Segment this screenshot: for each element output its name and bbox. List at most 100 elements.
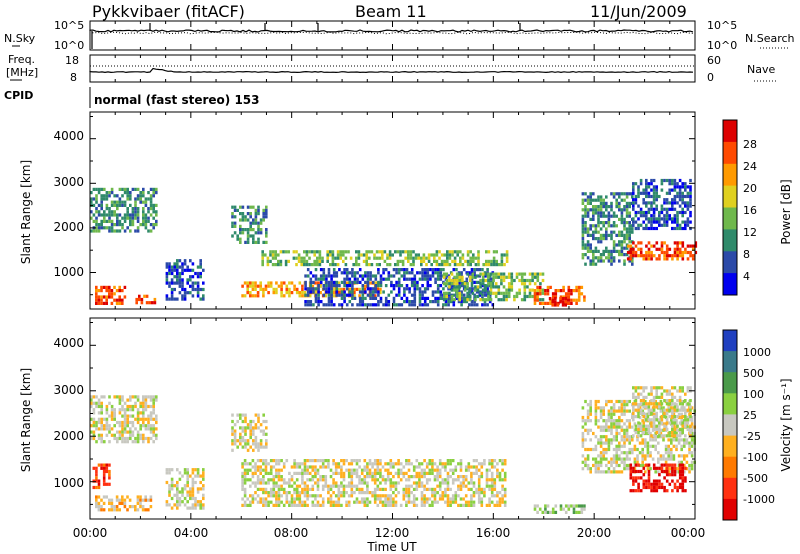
velocity-cell: [634, 476, 638, 480]
velocity-cell: [347, 494, 351, 498]
power-cell: [168, 268, 171, 272]
power-cell: [254, 281, 257, 285]
power-cell: [477, 250, 480, 254]
power-cell: [129, 216, 132, 220]
power-cell: [105, 289, 108, 293]
power-cell: [554, 289, 558, 293]
velocity-cell: [306, 465, 309, 469]
velocity-cell: [314, 475, 317, 479]
velocity-cell: [663, 389, 666, 393]
velocity-cell: [412, 503, 416, 507]
power-cell: [602, 201, 605, 205]
velocity-cell: [324, 484, 328, 488]
velocity-cell: [632, 392, 635, 396]
power-cell: [319, 268, 323, 272]
velocity-cell: [642, 405, 645, 409]
power-cell: [348, 290, 352, 294]
power-cell: [618, 201, 621, 205]
velocity-cell: [644, 457, 647, 461]
velocity-cell: [690, 451, 694, 455]
power-cell: [564, 297, 567, 301]
velocity-cell: [496, 462, 499, 466]
power-cell: [170, 291, 174, 295]
power-cell: [505, 291, 508, 295]
velocity-cell: [285, 459, 289, 463]
power-cell: [288, 294, 291, 298]
velocity-cell: [428, 459, 432, 463]
velocity-cell: [97, 401, 101, 405]
velocity-cell: [655, 415, 658, 419]
power-cell: [239, 231, 242, 235]
power-cell: [410, 271, 414, 275]
velocity-cell: [251, 459, 255, 463]
power-cell: [410, 300, 414, 304]
velocity-cell: [420, 491, 424, 495]
velocity-cell: [249, 419, 252, 424]
power-cell: [678, 194, 682, 199]
power-cell: [650, 182, 653, 186]
power-cell: [412, 263, 415, 267]
power-cell: [623, 237, 626, 241]
power-cell: [602, 237, 605, 241]
velocity-cell: [438, 475, 442, 479]
power-cell: [181, 284, 184, 288]
power-cell: [399, 253, 402, 257]
power-cell: [115, 301, 119, 305]
velocity-cell: [311, 468, 315, 472]
power-cell: [337, 287, 341, 291]
power-cell: [410, 277, 414, 281]
power-cell: [236, 208, 239, 212]
power-cell: [97, 191, 101, 195]
power-cell: [357, 250, 361, 254]
power-cell: [298, 291, 302, 295]
velocity-cell: [275, 481, 278, 485]
velocity-cell: [288, 478, 291, 482]
velocity-cell: [108, 463, 111, 467]
velocity-cell: [269, 491, 273, 495]
velocity-cell: [246, 448, 250, 452]
power-cell: [460, 296, 463, 300]
power-cell: [92, 203, 96, 207]
power-cell: [241, 212, 245, 216]
power-cell: [549, 301, 552, 305]
velocity-cell: [144, 398, 148, 402]
velocity-cell: [110, 408, 114, 412]
velocity-cell: [684, 411, 687, 415]
power-cell: [436, 284, 440, 288]
velocity-cell: [589, 399, 592, 404]
velocity-cell: [267, 494, 270, 498]
power-cell: [401, 259, 405, 263]
velocity-colorbar-segment: [723, 435, 737, 458]
power-cell: [423, 296, 427, 300]
power-cell: [317, 300, 320, 304]
velocity-cell: [501, 478, 504, 482]
velocity-cell: [683, 406, 686, 410]
velocity-cell: [186, 471, 189, 475]
velocity-cell: [293, 487, 296, 491]
power-cell: [442, 294, 446, 299]
velocity-cell: [637, 431, 640, 435]
power-cell: [395, 293, 398, 297]
velocity-cell: [194, 474, 197, 478]
power-cell: [594, 246, 598, 250]
velocity-cell: [681, 431, 684, 435]
power-cell: [196, 287, 200, 292]
power-cell: [259, 221, 263, 225]
velocity-cell: [602, 419, 605, 423]
power-cell: [589, 217, 592, 221]
power-cell: [390, 280, 393, 284]
power-cell: [686, 185, 690, 189]
power-cell: [340, 290, 344, 294]
velocity-cell: [170, 496, 174, 501]
power-cell: [559, 300, 562, 304]
power-cell: [364, 271, 367, 275]
power-cell: [623, 208, 626, 212]
velocity-cell: [407, 478, 411, 482]
power-cell: [439, 268, 443, 272]
power-cell: [492, 263, 496, 267]
velocity-cell: [667, 467, 670, 471]
power-cell: [494, 275, 498, 279]
power-cell: [379, 291, 382, 295]
power-cell: [95, 223, 98, 227]
power-cell: [594, 237, 598, 241]
